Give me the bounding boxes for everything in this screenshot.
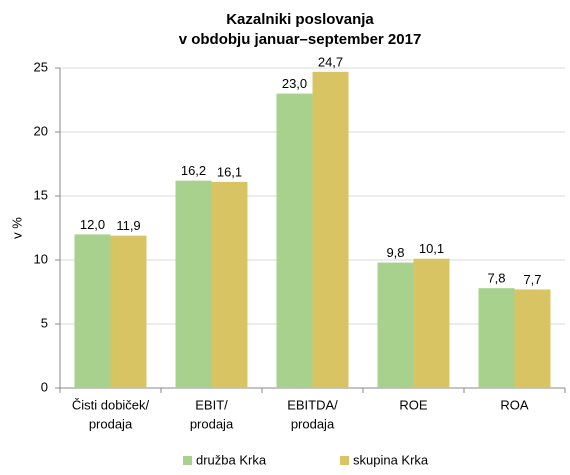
y-tick-label: 20 — [34, 123, 48, 138]
bar — [211, 181, 248, 388]
x-tick-label: Čisti dobiček/ — [72, 397, 150, 412]
data-label: 10,1 — [419, 241, 444, 256]
data-label: 24,7 — [318, 54, 343, 69]
bar — [413, 258, 450, 388]
x-tick-label: prodaja — [291, 416, 335, 431]
data-label: 7,8 — [487, 271, 505, 286]
bar — [514, 289, 551, 388]
chart-subtitle: v obdobju januar–september 2017 — [179, 31, 422, 48]
y-tick-label: 5 — [41, 315, 48, 330]
y-tick-label: 15 — [34, 187, 48, 202]
y-tick-label: 25 — [34, 59, 48, 74]
bar — [110, 235, 147, 388]
legend-swatch — [183, 456, 192, 465]
x-tick-label: prodaja — [190, 416, 234, 431]
legend-swatch — [340, 456, 349, 465]
data-label: 16,1 — [217, 164, 242, 179]
bar — [74, 234, 111, 388]
x-tick-label: ROA — [500, 397, 529, 412]
y-axis-label: v % — [9, 217, 24, 239]
y-tick-label: 0 — [41, 379, 48, 394]
data-label: 16,2 — [181, 163, 206, 178]
bar — [478, 288, 515, 388]
x-tick-label: prodaja — [89, 416, 133, 431]
x-tick-label: EBIT/ — [195, 397, 228, 412]
bar — [377, 262, 414, 388]
bar — [276, 93, 313, 388]
data-label: 23,0 — [282, 76, 307, 91]
bar — [312, 71, 349, 388]
data-label: 12,0 — [80, 217, 105, 232]
legend-label: skupina Krka — [353, 452, 429, 467]
data-label: 9,8 — [386, 245, 404, 260]
data-label: 7,7 — [523, 272, 541, 287]
y-tick-label: 10 — [34, 251, 48, 266]
x-tick-label: EBITDA/ — [287, 397, 338, 412]
data-label: 11,9 — [116, 218, 140, 233]
chart-title: Kazalniki poslovanja — [226, 11, 374, 28]
legend-label: družba Krka — [196, 452, 267, 467]
bar — [175, 180, 212, 388]
x-tick-label: ROE — [399, 397, 428, 412]
